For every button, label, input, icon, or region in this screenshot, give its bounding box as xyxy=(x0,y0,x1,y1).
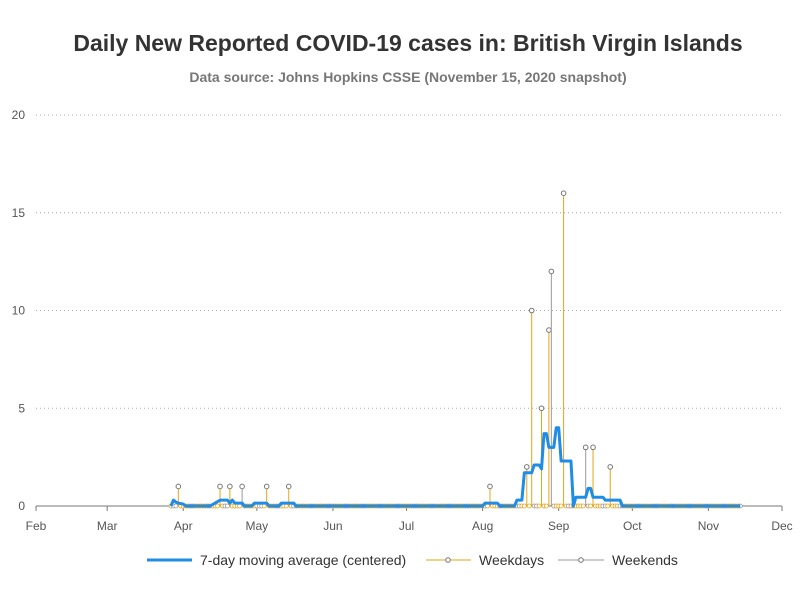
needle-marker-weekdays xyxy=(487,483,493,490)
zero-day-marker xyxy=(588,503,593,509)
zero-day-marker xyxy=(173,503,179,509)
axes: 0 5 10 15 20 Feb Mar Apr May Jun Jul Aug Sep Oct Nov De… xyxy=(12,108,793,533)
needle-marker-weekdays xyxy=(538,405,545,412)
zero-day-marker xyxy=(237,503,243,509)
legend: 7-day moving average (centered) Weekdays W… xyxy=(147,552,678,568)
x-tick-label: Nov xyxy=(698,519,719,533)
needle-marker-weekdays xyxy=(175,483,182,490)
moving-average-series xyxy=(169,426,741,508)
chart-title: Daily New Reported COVID-19 cases in: Br… xyxy=(73,30,743,56)
zero-day-marker xyxy=(215,503,220,509)
x-tick-label: Jun xyxy=(323,519,342,533)
needle-marker-weekdays xyxy=(523,464,530,470)
needle-marker-weekdays xyxy=(607,464,614,470)
zero-day-marker xyxy=(558,503,564,509)
x-tick-label: Apr xyxy=(174,519,193,533)
needle-marker-weekends xyxy=(239,483,245,490)
zero-day-marker xyxy=(605,503,611,509)
needle-marker-weekdays xyxy=(217,483,223,490)
y-tick-label: 15 xyxy=(12,206,26,220)
zero-day-marker xyxy=(580,503,586,509)
moving-average-line xyxy=(169,426,741,508)
zero-day-marker xyxy=(526,503,532,509)
zero-day-marker xyxy=(536,503,542,509)
legend-label-weekends: Weekends xyxy=(612,552,678,568)
zero-day-marker xyxy=(225,503,230,509)
legend-marker-weekdays xyxy=(445,557,451,563)
chart-subtitle: Data source: Johns Hopkins CSSE (Novembe… xyxy=(189,69,627,85)
needle-marker-weekdays xyxy=(227,483,233,490)
gridlines xyxy=(36,114,782,409)
x-tick-label: Dec xyxy=(771,519,792,533)
x-tick-label: Jul xyxy=(399,519,414,533)
x-tick-label: May xyxy=(246,519,269,533)
zero-day-marker xyxy=(521,503,527,509)
needle-marker-weekdays xyxy=(590,444,596,451)
needle-marker-weekdays xyxy=(546,327,552,333)
y-tick-label: 20 xyxy=(12,108,26,122)
needle-marker-weekdays xyxy=(560,190,567,196)
needle-marker-weekdays xyxy=(285,483,292,490)
needle-series xyxy=(175,190,614,506)
legend-label-moving-average: 7-day moving average (centered) xyxy=(200,552,406,568)
x-tick-label: Mar xyxy=(97,519,118,533)
y-tick-label: 5 xyxy=(18,401,25,415)
y-tick-label: 10 xyxy=(12,304,26,318)
x-tick-label: Aug xyxy=(472,519,493,533)
zero-day-marker xyxy=(544,503,549,509)
needle-marker-weekdays xyxy=(263,483,270,490)
y-tick-label: 0 xyxy=(18,499,25,513)
zero-day-marker xyxy=(261,503,267,509)
x-tick-label: Oct xyxy=(623,519,642,533)
needle-marker-weekends xyxy=(548,268,555,275)
zero-day-marker xyxy=(283,503,289,509)
legend-marker-weekends xyxy=(578,557,584,563)
legend-label-weekdays: Weekdays xyxy=(479,552,544,568)
zero-day-marker xyxy=(485,503,490,509)
needle-marker-weekdays xyxy=(528,307,535,314)
x-tick-label: Feb xyxy=(26,519,47,533)
x-tick-label: Sep xyxy=(548,519,570,533)
needle-marker-weekends xyxy=(582,444,589,451)
